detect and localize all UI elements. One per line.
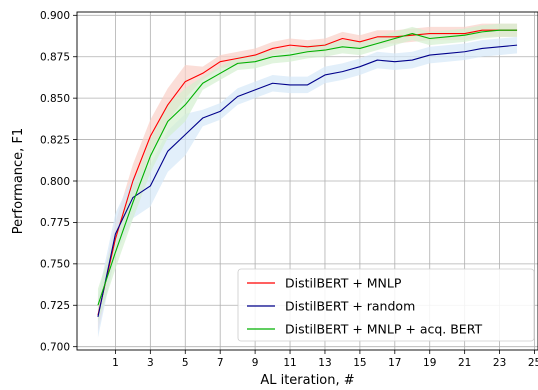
- y-tick-label: 0.825: [40, 134, 70, 146]
- y-tick-label: 0.700: [40, 341, 70, 353]
- y-tick-label: 0.775: [40, 217, 70, 229]
- x-tick-label: 23: [493, 357, 506, 369]
- legend-label-3: DistilBERT + MNLP + acq. BERT: [285, 322, 482, 337]
- x-tick-label: 13: [318, 357, 331, 369]
- legend-box: [237, 268, 535, 342]
- series-band-2: [97, 36, 518, 338]
- x-tick-label: 25: [528, 357, 538, 369]
- confidence-bands: [97, 23, 518, 338]
- y-tick-label: 0.850: [40, 93, 70, 105]
- legend-label-1: DistilBERT + MNLP: [285, 276, 402, 291]
- x-tick-label: 9: [252, 357, 259, 369]
- y-axis-label: Performance, F1: [11, 128, 26, 234]
- y-tick-label: 0.900: [40, 10, 70, 22]
- x-axis-ticks: 1 3 5 7 9 11 13 15 17 19 21 23 25: [112, 350, 538, 369]
- x-tick-label: 1: [112, 357, 119, 369]
- y-tick-label: 0.800: [40, 176, 70, 188]
- x-tick-label: 7: [217, 357, 224, 369]
- series-line-2: [97, 44, 518, 317]
- legend-label-2: DistilBERT + random: [285, 299, 415, 314]
- grid: [77, 12, 538, 350]
- x-tick-label: 5: [182, 357, 189, 369]
- y-axis-ticks: 0.700 0.725 0.750 0.775 0.800 0.825 0.850 0.875…: [40, 10, 77, 353]
- x-tick-label: 15: [353, 357, 366, 369]
- series-line-1: [97, 29, 518, 316]
- series-lines: [97, 29, 518, 317]
- series-line-3: [97, 29, 518, 306]
- x-tick-label: 19: [423, 357, 436, 369]
- x-tick-label: 11: [283, 357, 296, 369]
- x-tick-label: 21: [458, 357, 471, 369]
- y-tick-label: 0.875: [40, 52, 70, 64]
- legend: DistilBERT + MNLP DistilBERT + random Dist…: [237, 268, 535, 342]
- x-axis-label: AL iteration, #: [260, 373, 354, 388]
- x-tick-label: 17: [388, 357, 401, 369]
- y-tick-label: 0.725: [40, 300, 70, 312]
- y-tick-label: 0.750: [40, 259, 70, 271]
- x-tick-label: 3: [147, 357, 154, 369]
